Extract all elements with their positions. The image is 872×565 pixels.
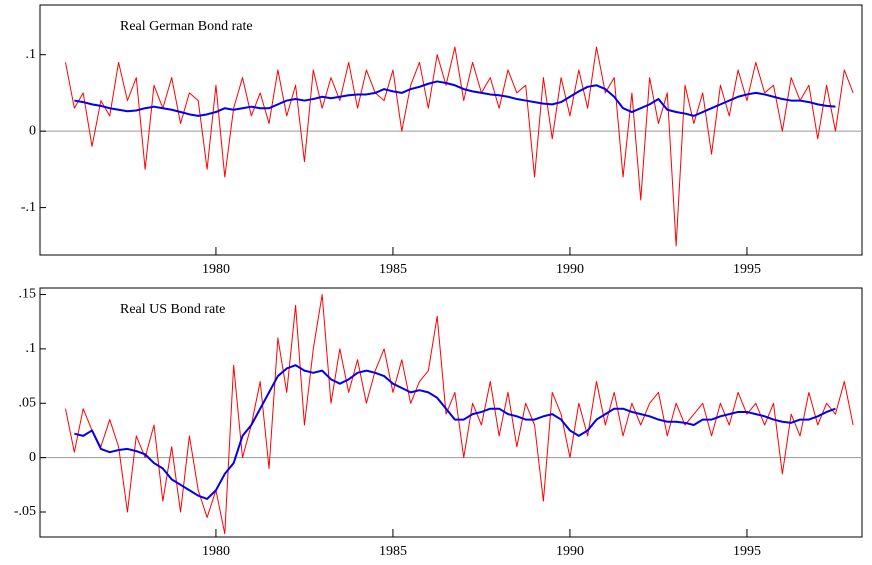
y-tick-label: -.05 bbox=[14, 504, 36, 519]
panel-title: Real German Bond rate bbox=[120, 19, 253, 34]
x-tick-label: 1995 bbox=[733, 544, 761, 559]
y-tick-label: .15 bbox=[19, 287, 37, 302]
x-tick-label: 1990 bbox=[556, 262, 584, 277]
x-tick-label: 1985 bbox=[379, 262, 407, 277]
y-tick-label: 0 bbox=[29, 450, 36, 465]
y-tick-label: 0 bbox=[29, 123, 36, 138]
y-tick-label: .05 bbox=[19, 395, 37, 410]
series-line bbox=[74, 80, 836, 117]
series-line bbox=[65, 294, 854, 535]
plot-frame bbox=[39, 287, 863, 538]
y-tick-label: .1 bbox=[26, 341, 37, 356]
x-tick-label: 1980 bbox=[202, 544, 230, 559]
x-tick-label: 1995 bbox=[733, 262, 761, 277]
x-tick-label: 1990 bbox=[556, 544, 584, 559]
x-tick-label: 1985 bbox=[379, 544, 407, 559]
plot-frame bbox=[39, 4, 863, 256]
y-tick-label: .1 bbox=[26, 47, 37, 62]
x-tick-label: 1980 bbox=[202, 262, 230, 277]
series-line bbox=[74, 364, 836, 500]
panel-title: Real US Bond rate bbox=[120, 302, 225, 317]
y-tick-label: -.1 bbox=[21, 200, 36, 215]
series-line bbox=[64, 46, 854, 247]
